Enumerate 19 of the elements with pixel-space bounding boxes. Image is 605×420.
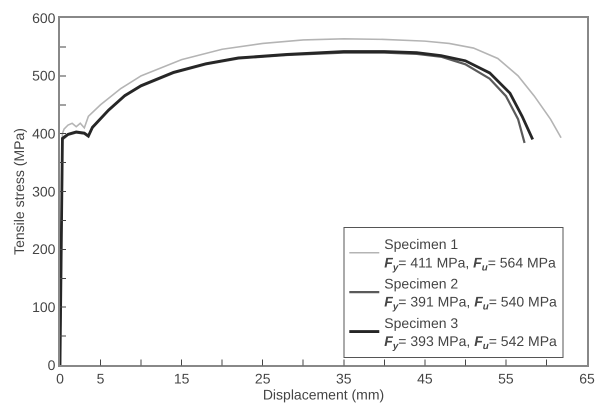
legend-label: Specimen 3 F$_{y}$= 393 MPa, F$_{u}$= 542 MPa [384, 314, 558, 352]
y-tick-label: 600 [32, 10, 56, 26]
y-tick-label: 400 [32, 126, 56, 142]
y-tick-label: 500 [32, 68, 56, 84]
x-tick-label: 25 [254, 370, 271, 387]
x-tick-label: 65 [579, 370, 595, 387]
y-axis-title: Tensile stress (MPa) [11, 128, 28, 255]
y-tick-label: 100 [32, 299, 56, 316]
x-tick-label: 55 [498, 370, 514, 387]
legend-label: Specimen 1 F$_{y}$= 411 MPa, F$_{u}$= 564 MPa [384, 236, 556, 274]
y-tick-label: 300 [32, 183, 56, 200]
x-tick-label: 15 [174, 370, 190, 387]
y-tick-label: 0 [48, 356, 56, 373]
x-tick-label: 5 [96, 370, 105, 387]
y-tick-label: 200 [32, 241, 56, 258]
x-tick-label: 35 [336, 370, 352, 387]
x-tick-label: 45 [417, 370, 433, 387]
x-axis-title: Displacement (mm) [262, 386, 384, 403]
legend-label: Specimen 2 F$_{y}$= 391 MPa, F$_{u}$= 540 MPa [384, 276, 558, 313]
